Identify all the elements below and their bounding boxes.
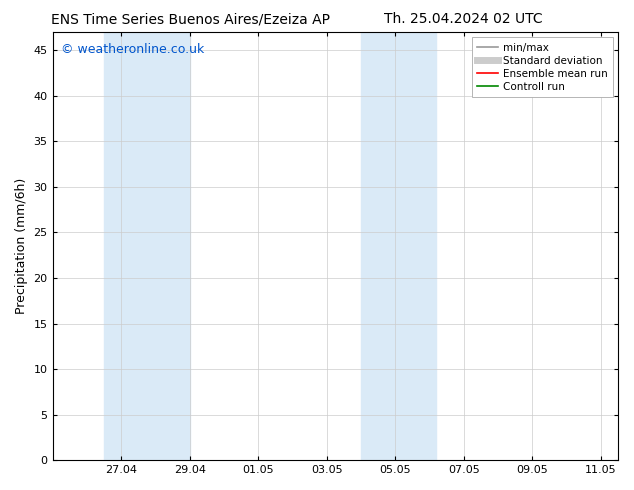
Bar [361,32,436,460]
Text: ENS Time Series Buenos Aires/Ezeiza AP: ENS Time Series Buenos Aires/Ezeiza AP [51,12,330,26]
Bar [104,32,190,460]
Text: Th. 25.04.2024 02 UTC: Th. 25.04.2024 02 UTC [384,12,542,26]
Legend: min/max, Standard deviation, Ensemble mean run, Controll run: min/max, Standard deviation, Ensemble me… [472,37,613,97]
Y-axis label: Precipitation (mm/6h): Precipitation (mm/6h) [15,178,28,314]
Text: © weatheronline.co.uk: © weatheronline.co.uk [61,43,204,56]
